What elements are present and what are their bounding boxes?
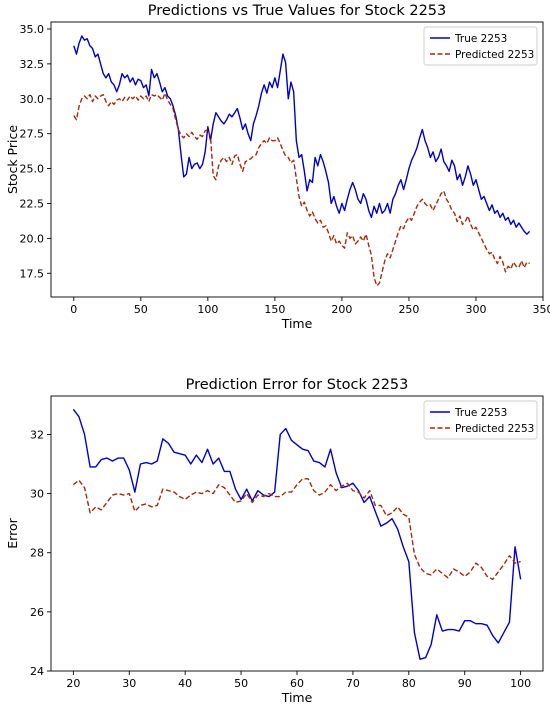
x-tick-label: 250 (398, 303, 419, 316)
x-tick-label: 60 (290, 677, 304, 690)
series-line-true (72, 408, 522, 660)
x-tick-label: 30 (122, 677, 136, 690)
legend-box (423, 26, 538, 66)
x-tick-label: 150 (264, 303, 285, 316)
legend-entry: True 2253 (454, 33, 507, 45)
legend: True 2253 Predicted 2253 (423, 26, 538, 66)
chart-2: Prediction Error for Stock 2253 20 30 40 50 6… (5, 377, 544, 705)
x-tick-label: 40 (178, 677, 192, 690)
y-tick-label: 26 (30, 606, 44, 619)
legend-box (423, 400, 538, 440)
x-tick-label: 300 (465, 303, 486, 316)
y-tick-label: 30.0 (20, 93, 45, 106)
x-tick-label: 50 (234, 677, 248, 690)
y-tick-label: 28 (30, 547, 44, 560)
x-tick-label: 350 (533, 303, 550, 316)
legend-entry: True 2253 (454, 407, 507, 419)
x-tick-label: 50 (134, 303, 148, 316)
plot-frame (50, 21, 544, 298)
x-tick-label: 20 (66, 677, 80, 690)
y-axis-label: Error (5, 517, 20, 548)
chart-1: Predictions vs True Values for Stock 225… (5, 3, 550, 331)
series-line-predicted (72, 478, 521, 581)
x-tick-label: 100 (510, 677, 531, 690)
legend: True 2253 Predicted 2253 (423, 400, 538, 440)
y-tick-label: 27.5 (20, 128, 45, 141)
y-tick-label: 25.0 (20, 163, 45, 176)
chart-title: Predictions vs True Values for Stock 225… (148, 3, 447, 19)
x-tick-label: 0 (70, 303, 77, 316)
x-tick-label: 70 (346, 677, 360, 690)
series-line-true (73, 35, 531, 235)
y-tick-label: 35.0 (20, 23, 45, 36)
legend-entry: Predicted 2253 (455, 423, 534, 435)
y-tick-label: 32.5 (20, 58, 45, 71)
y-tick-label: 24 (30, 665, 44, 678)
y-tick-label: 30 (30, 488, 44, 501)
x-tick-label: 90 (458, 677, 472, 690)
x-tick-label: 80 (402, 677, 416, 690)
series-line-predicted (73, 92, 530, 287)
y-tick-label: 32 (30, 428, 44, 441)
chart-title: Prediction Error for Stock 2253 (186, 377, 409, 393)
x-tick-label: 100 (197, 303, 218, 316)
x-axis-label: Time (281, 316, 313, 331)
x-axis-label: Time (281, 690, 313, 705)
legend-entry: Predicted 2253 (455, 49, 534, 61)
y-tick-label: 20.0 (20, 232, 45, 245)
y-axis-label: Stock Price (5, 125, 20, 194)
y-tick-label: 17.5 (20, 267, 45, 280)
y-tick-label: 22.5 (20, 197, 45, 210)
x-tick-label: 200 (331, 303, 352, 316)
